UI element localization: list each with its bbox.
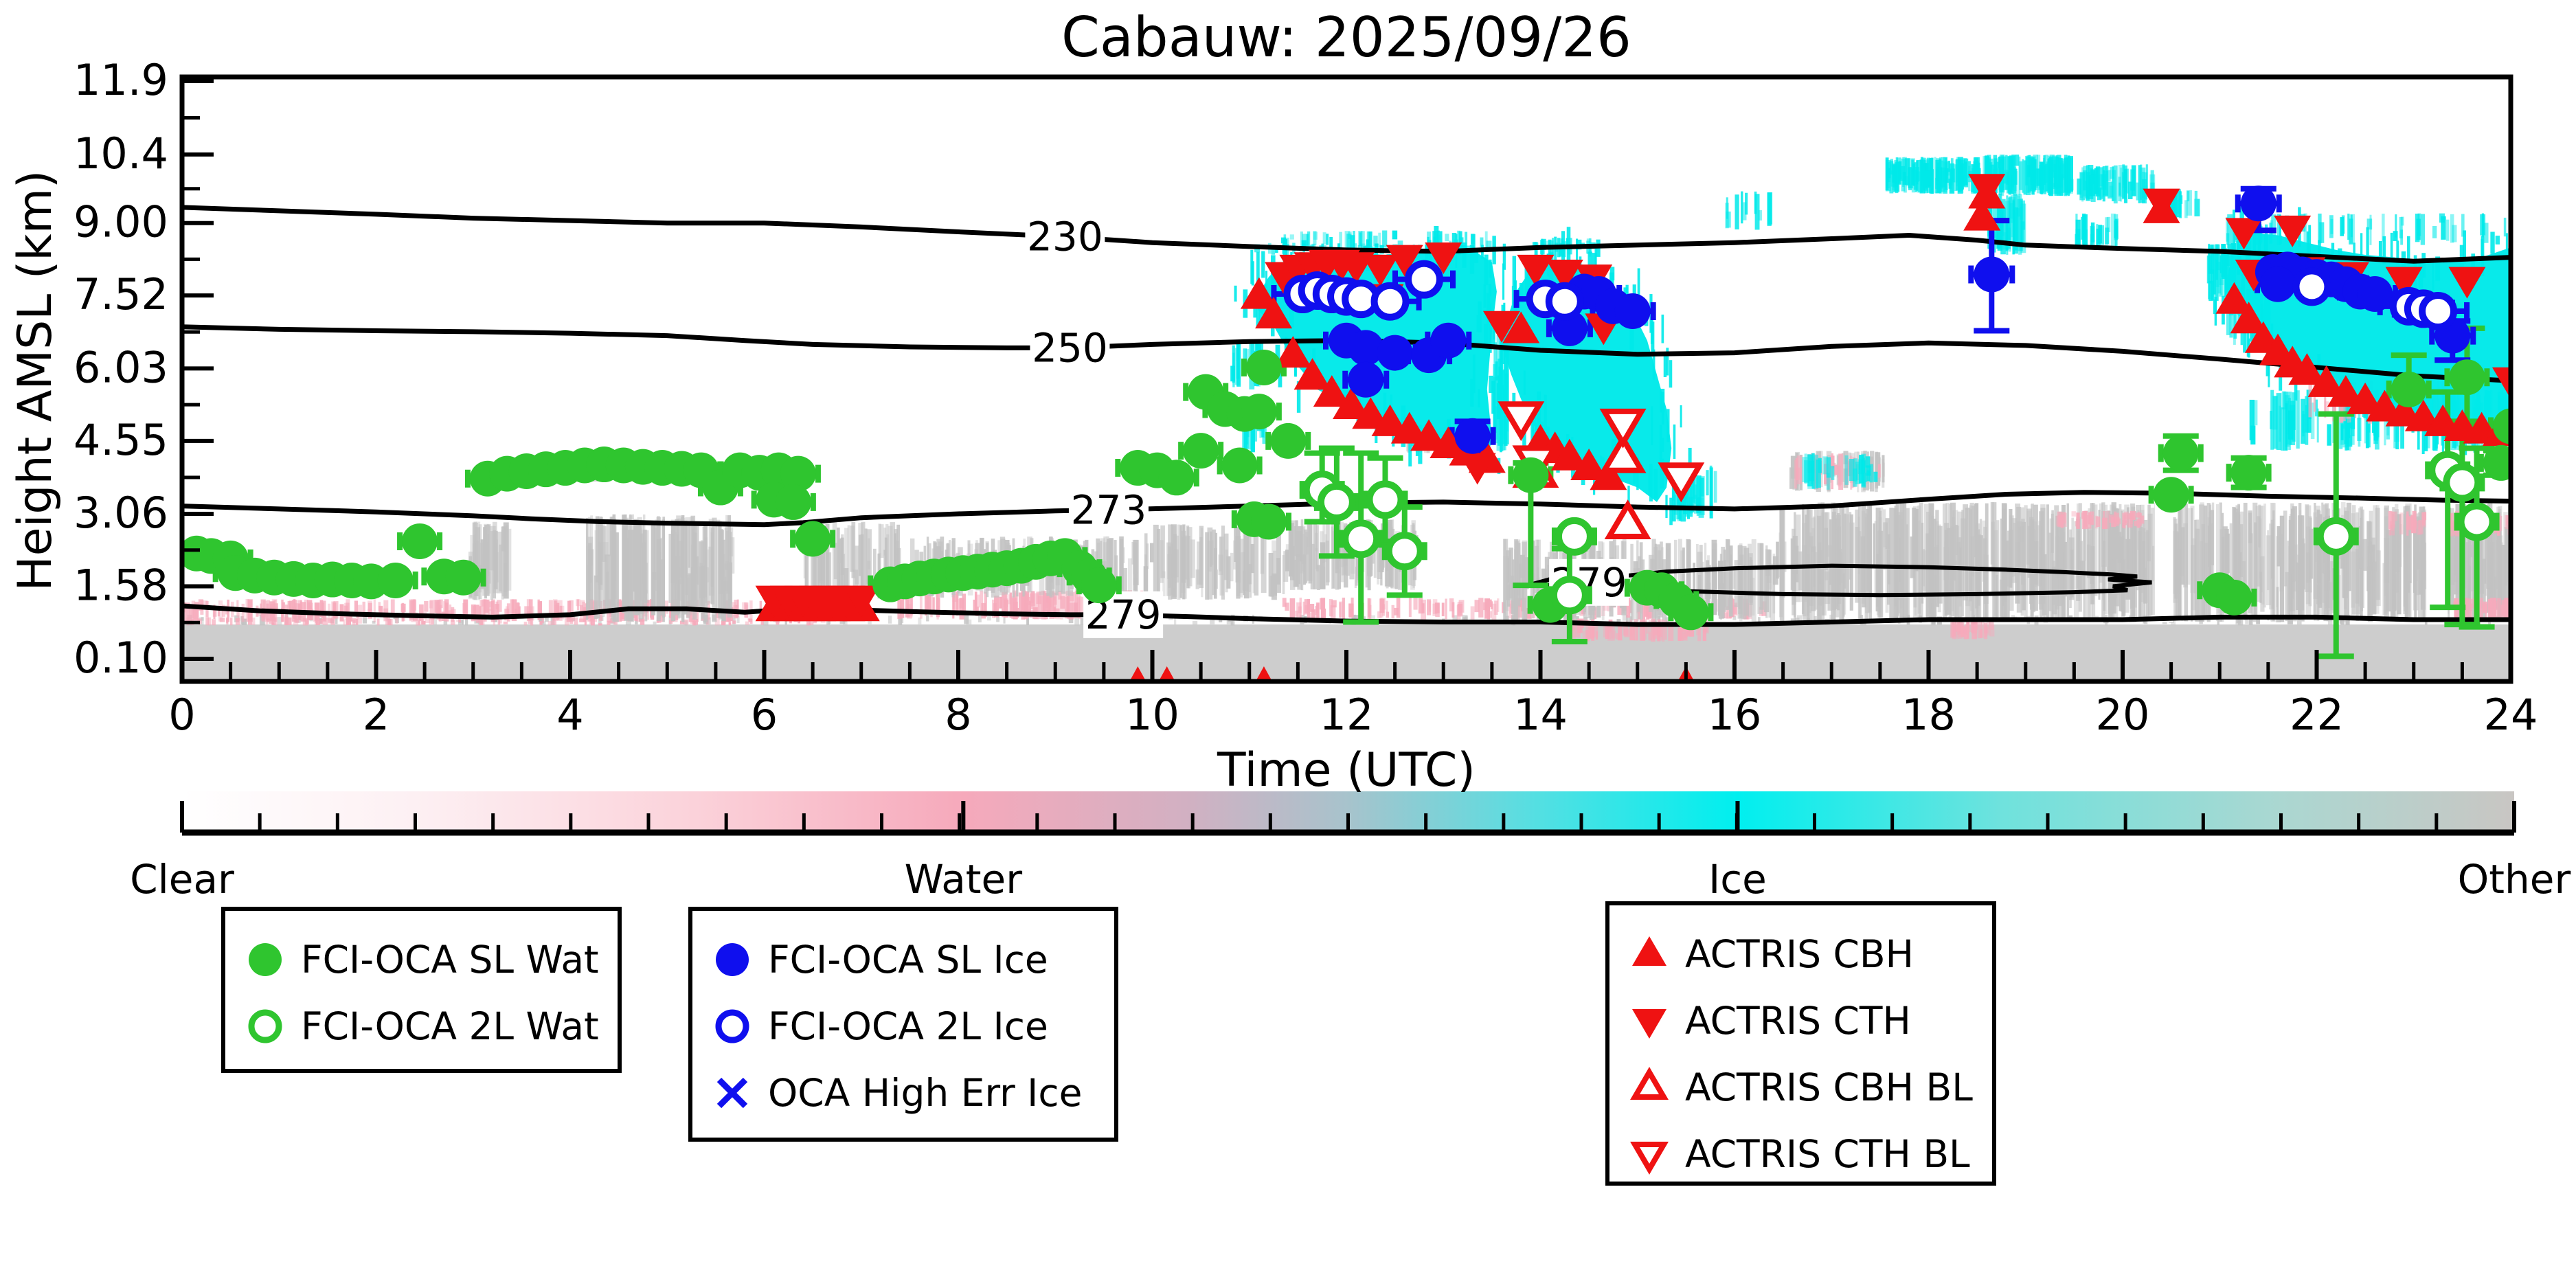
legend-item: FCI-OCA 2L Ice bbox=[710, 993, 1107, 1059]
svg-text:11.9: 11.9 bbox=[74, 55, 168, 105]
data-markers bbox=[182, 174, 2511, 680]
svg-text:22: 22 bbox=[2290, 690, 2344, 740]
svg-text:9.00: 9.00 bbox=[74, 197, 168, 247]
legend-item: FCI-OCA 2L Wat bbox=[243, 993, 611, 1059]
svg-text:2: 2 bbox=[363, 690, 389, 740]
svg-text:1.58: 1.58 bbox=[74, 561, 168, 611]
svg-text:7.52: 7.52 bbox=[74, 269, 168, 319]
svg-text:16: 16 bbox=[1708, 690, 1762, 740]
circle-open-icon bbox=[715, 1009, 749, 1043]
svg-text:18: 18 bbox=[1901, 690, 1956, 740]
tri-down-open-icon bbox=[1630, 1141, 1669, 1175]
legend-item-label: FCI-OCA 2L Wat bbox=[301, 1004, 599, 1048]
svg-text:8: 8 bbox=[945, 690, 971, 740]
colorbar bbox=[180, 791, 2516, 836]
legend-item-label: FCI-OCA SL Ice bbox=[768, 937, 1048, 982]
legend-actris: ACTRIS CBH ACTRIS CTH ACTRIS CBH BL ACTRIS … bbox=[1605, 901, 1996, 1186]
legend-item: ACTRIS CTH BL bbox=[1627, 1120, 1985, 1187]
legend-ice: FCI-OCA SL Ice FCI-OCA 2L Ice OCA High Err… bbox=[688, 907, 1118, 1142]
svg-text:273: 273 bbox=[1071, 486, 1147, 533]
tri-down-icon bbox=[1632, 1008, 1667, 1039]
legend-item-label: ACTRIS CBH BL bbox=[1685, 1065, 1973, 1109]
page-title: Cabauw: 2025/09/26 bbox=[1061, 5, 1631, 69]
svg-text:6.03: 6.03 bbox=[74, 342, 168, 392]
svg-text:230: 230 bbox=[1027, 214, 1103, 260]
legend-item-label: ACTRIS CTH BL bbox=[1685, 1131, 1970, 1176]
colorbar-label-other: Other bbox=[2457, 856, 2571, 903]
svg-text:0.10: 0.10 bbox=[74, 633, 168, 683]
svg-text:20: 20 bbox=[2096, 690, 2150, 740]
circle-icon bbox=[249, 942, 282, 976]
svg-text:14: 14 bbox=[1513, 690, 1568, 740]
x-axis-label: Time (UTC) bbox=[1217, 743, 1476, 798]
legend-item-label: FCI-OCA 2L Ice bbox=[768, 1004, 1048, 1048]
svg-text:10: 10 bbox=[1125, 690, 1179, 740]
svg-text:4.55: 4.55 bbox=[74, 415, 168, 465]
colorbar-label-clear: Clear bbox=[130, 856, 234, 903]
circle-open-icon bbox=[248, 1009, 282, 1043]
svg-text:0: 0 bbox=[168, 690, 195, 740]
svg-text:3.06: 3.06 bbox=[74, 488, 168, 538]
isotherm-279-lens bbox=[1581, 563, 2152, 598]
legend-item: ACTRIS CTH bbox=[1627, 987, 1985, 1054]
legend-item: FCI-OCA SL Wat bbox=[243, 926, 611, 993]
y-axis-label: Height AMSL (km) bbox=[8, 170, 63, 591]
legend-item-label: ACTRIS CTH bbox=[1685, 998, 1911, 1043]
svg-text:12: 12 bbox=[1320, 690, 1374, 740]
legend-item-label: ACTRIS CBH bbox=[1685, 931, 1914, 976]
legend-item: ACTRIS CBH BL bbox=[1627, 1054, 1985, 1120]
x-icon bbox=[716, 1077, 748, 1108]
svg-text:4: 4 bbox=[556, 690, 583, 740]
isotherm-250 bbox=[182, 324, 2511, 383]
legend-item-label: OCA High Err Ice bbox=[768, 1070, 1083, 1115]
legend-item-label: FCI-OCA SL Wat bbox=[301, 937, 599, 982]
legend-item: OCA High Err Ice bbox=[710, 1059, 1107, 1126]
svg-text:10.4: 10.4 bbox=[74, 128, 168, 179]
tri-up-icon bbox=[1632, 936, 1667, 966]
axes: 0 2 4 6 8 10 12 14 16 18 20 22 2411.910.49.007.526.0… bbox=[74, 55, 2538, 740]
legend-water: FCI-OCA SL Wat FCI-OCA 2L Wat bbox=[221, 907, 622, 1073]
tri-up-open-icon bbox=[1630, 1066, 1669, 1100]
legend-item: FCI-OCA SL Ice bbox=[710, 926, 1107, 993]
colorbar-label-water: Water bbox=[904, 856, 1023, 903]
svg-text:24: 24 bbox=[2484, 690, 2538, 740]
svg-text:6: 6 bbox=[751, 690, 778, 740]
circle-icon bbox=[716, 942, 749, 976]
colorbar-label-ice: Ice bbox=[1708, 856, 1767, 903]
legend-item: ACTRIS CBH bbox=[1627, 920, 1985, 987]
svg-text:250: 250 bbox=[1032, 324, 1108, 371]
